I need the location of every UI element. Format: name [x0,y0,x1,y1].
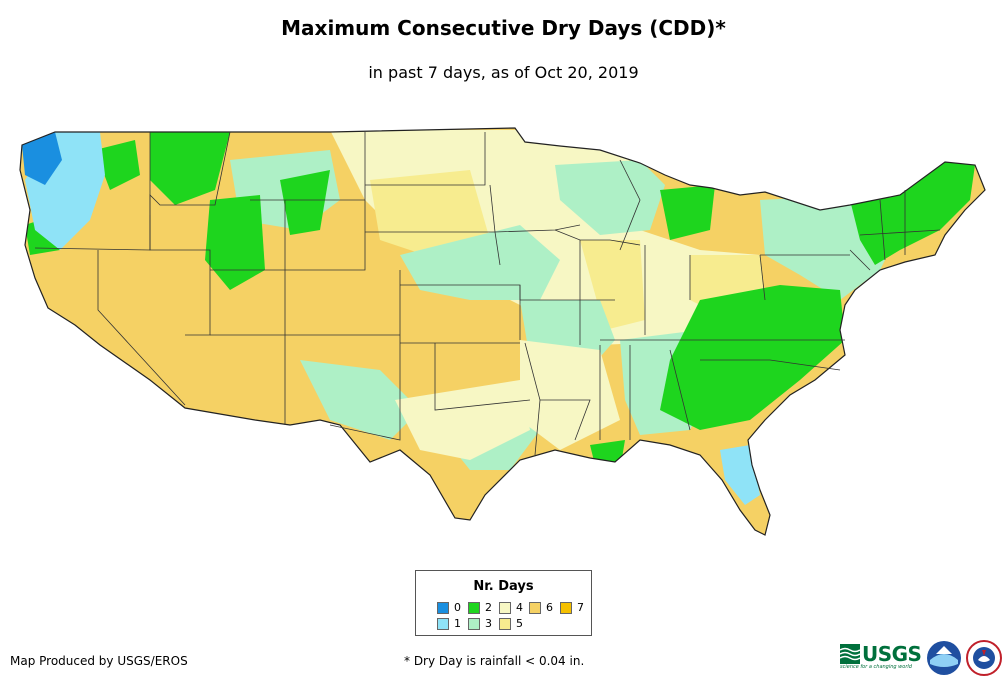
legend-item: 4 [499,601,523,614]
usgs-tagline: science for a changing world [840,664,912,670]
legend-swatch [468,601,480,614]
legend-label: 6 [546,601,553,614]
legend-swatch [529,601,541,614]
us-dry-days-map [19,127,986,536]
map-title: Maximum Consecutive Dry Days (CDD)* [281,16,726,40]
legend-swatch [437,601,449,614]
legend-item: 2 [468,601,492,614]
legend-swatch [468,617,480,630]
legend-swatch [499,601,511,614]
agency-logos: USGS science for a changing world [839,638,1005,678]
legend-label: 4 [516,601,523,614]
nws-logo-icon [966,640,1002,676]
usgs-logo: USGS [839,642,922,666]
legend-swatch [560,601,572,614]
legend-label: 2 [485,601,492,614]
legend-item: 5 [499,617,523,630]
legend-item: 6 [529,601,553,614]
legend-label: 5 [516,617,523,630]
map-subtitle: in past 7 days, as of Oct 20, 2019 [368,63,639,82]
usgs-mark-icon [839,644,861,664]
dry-day-footnote: * Dry Day is rainfall < 0.04 in. [404,654,585,668]
legend-label: 3 [485,617,492,630]
legend-item: 3 [468,617,492,630]
usgs-wordmark: USGS [862,642,922,666]
legend-label: 0 [454,601,461,614]
map-credit: Map Produced by USGS/EROS [10,654,188,668]
legend-swatch [437,617,449,630]
legend-item: 0 [437,601,461,614]
legend-title: Nr. Days [473,579,534,594]
noaa-logo-icon [927,641,961,675]
legend-label: 7 [577,601,584,614]
legend-item: 1 [437,617,461,630]
legend-item: 7 [560,601,584,614]
legend-swatch [499,617,511,630]
legend: Nr. Days 0 1 2 3 4 5 6 7 [415,570,592,636]
legend-label: 1 [454,617,461,630]
